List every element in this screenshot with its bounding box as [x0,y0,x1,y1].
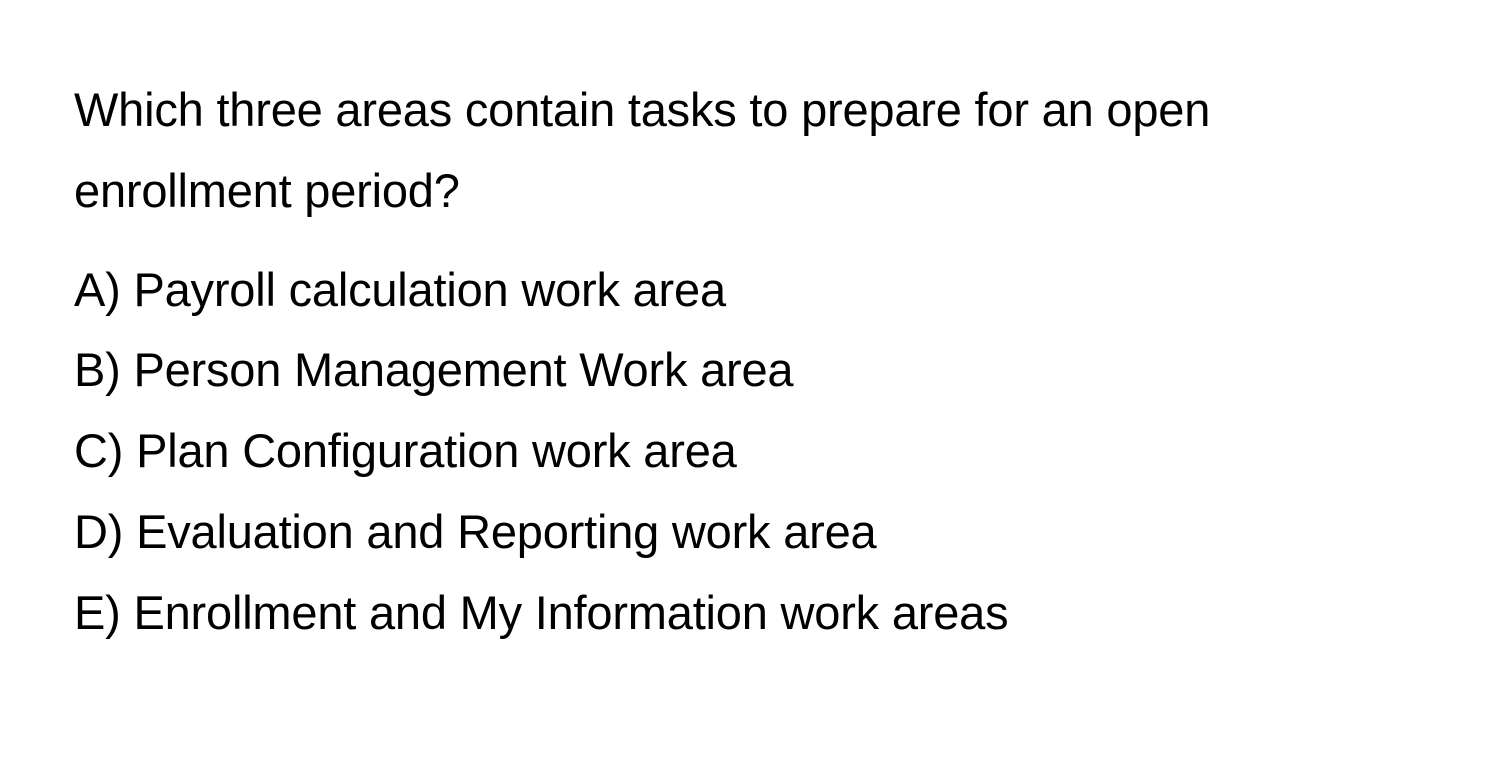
option-b-text: Person Management Work area [133,343,793,396]
option-d: D) Evaluation and Reporting work area [74,492,1426,573]
option-a: A) Payroll calculation work area [74,250,1426,331]
option-c-label: C) [74,424,123,477]
option-e-text: Enrollment and My Information work areas [133,586,1008,639]
option-a-text: Payroll calculation work area [133,263,725,316]
option-c-text: Plan Configuration work area [136,424,737,477]
option-a-label: A) [74,263,121,316]
option-e: E) Enrollment and My Information work ar… [74,573,1426,654]
option-d-label: D) [74,505,123,558]
option-b-label: B) [74,343,121,396]
question-text: Which three areas contain tasks to prepa… [74,70,1426,232]
option-c: C) Plan Configuration work area [74,411,1426,492]
option-e-label: E) [74,586,121,639]
question-block: Which three areas contain tasks to prepa… [0,0,1500,654]
option-d-text: Evaluation and Reporting work area [136,505,876,558]
option-b: B) Person Management Work area [74,330,1426,411]
